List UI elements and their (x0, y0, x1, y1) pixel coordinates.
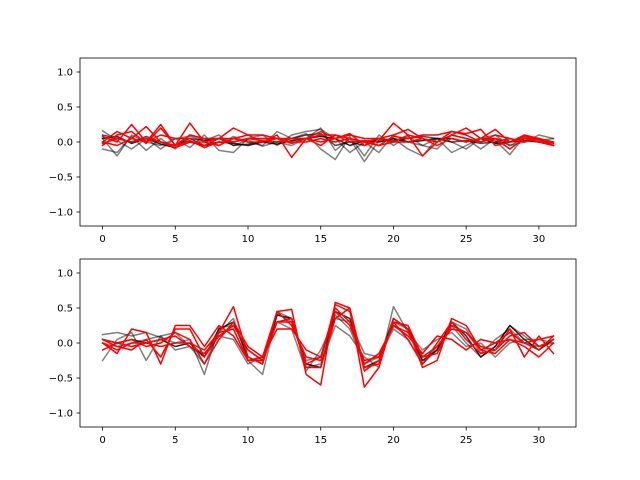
y-tick-label: 0.5 (57, 304, 73, 315)
y-tick-label: 0.0 (57, 138, 73, 149)
red-series-line-7 (101, 310, 555, 365)
top-subplot: 0 5 10 15 20 25 30 −1.0 −0.5 0.0 0.5 1.0 (49, 57, 577, 245)
y-tick-label: 0.5 (57, 103, 73, 114)
x-tick-label: 20 (387, 234, 400, 245)
x-tick-label: 0 (99, 435, 105, 446)
x-tick-label: 20 (387, 435, 400, 446)
x-tick-label: 30 (533, 234, 546, 245)
x-tick-label: 15 (314, 234, 327, 245)
red-series-line-6 (101, 127, 555, 159)
x-tick-label: 10 (242, 435, 255, 446)
y-tick-label: 1.0 (57, 269, 73, 280)
x-tick-label: 15 (314, 435, 327, 446)
series-group (101, 301, 555, 388)
x-tick-label: 0 (99, 234, 105, 245)
x-tick-label: 25 (460, 435, 473, 446)
series-group (101, 122, 555, 163)
x-tick-label: 25 (460, 234, 473, 245)
x-tick-label: 5 (172, 435, 178, 446)
x-tick-label: 5 (172, 234, 178, 245)
x-tick-label: 10 (242, 234, 255, 245)
y-tick-label: −0.5 (49, 173, 73, 184)
y-tick-label: −1.0 (49, 409, 73, 420)
bottom-subplot: 0 5 10 15 20 25 30 −1.0 −0.5 0.0 0.5 1.0 (49, 258, 577, 446)
y-tick-label: 0.0 (57, 339, 73, 350)
y-tick-label: −0.5 (49, 374, 73, 385)
y-tick-label: 1.0 (57, 68, 73, 79)
red-series-line-9 (101, 134, 555, 149)
red-series-line-8 (101, 307, 555, 369)
y-tick-label: −1.0 (49, 208, 73, 219)
x-tick-label: 30 (533, 435, 546, 446)
